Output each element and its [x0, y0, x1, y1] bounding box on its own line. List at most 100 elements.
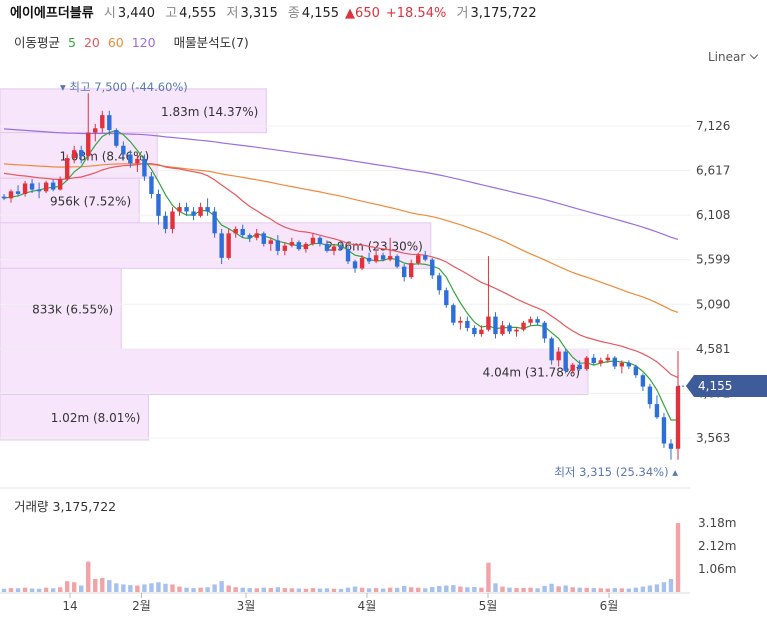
close-label: 종	[287, 6, 300, 21]
candle-body	[401, 266, 407, 278]
volume-bar	[514, 588, 519, 592]
volume-bar	[156, 582, 161, 592]
candle-body	[619, 362, 625, 367]
volume-bar	[626, 588, 632, 592]
candle-body	[36, 189, 42, 192]
candle-body	[289, 242, 295, 246]
x-tick-label: 14	[62, 599, 77, 613]
ma20-label[interactable]: 20	[83, 35, 100, 50]
volume-panel-label: 거래량	[14, 499, 49, 514]
volume-bar	[556, 586, 561, 592]
candle-body	[626, 362, 632, 367]
volume-bar	[310, 588, 316, 592]
volume-bar	[401, 585, 407, 592]
volume-bar	[121, 584, 126, 592]
candle-body	[430, 259, 435, 276]
volume-bar	[163, 583, 168, 592]
volume-bar	[296, 588, 302, 592]
ma120-label[interactable]: 120	[131, 35, 156, 50]
candle-body	[198, 207, 203, 216]
candle-body	[472, 327, 477, 335]
candle-body	[640, 375, 646, 387]
candle-body	[479, 329, 484, 335]
ma60-line	[3, 163, 679, 313]
candle-body	[50, 182, 56, 190]
volume-bar	[577, 587, 582, 592]
high-label: 고	[165, 6, 178, 21]
candle-body	[8, 191, 14, 199]
profile-label: 1.83m (14.37%)	[161, 105, 258, 119]
candle-body	[556, 351, 561, 361]
candle-body	[29, 183, 35, 190]
volume-bar	[128, 585, 133, 592]
profile-bar	[0, 88, 267, 134]
candle-body	[493, 316, 498, 335]
volume-bar	[254, 588, 259, 592]
volume-bar	[205, 587, 210, 592]
ma60-label[interactable]: 60	[107, 35, 124, 50]
y-tick-label: 5,599	[696, 253, 730, 267]
grid	[0, 125, 690, 439]
volume-bar	[22, 587, 28, 592]
volume-profile-label[interactable]: 매물분석도(7)	[173, 35, 249, 50]
candle-body	[486, 316, 491, 330]
candle-body	[345, 249, 351, 262]
volume-bar	[64, 581, 70, 592]
candle-body	[654, 404, 660, 418]
volume-bar	[57, 587, 63, 592]
profile-bar	[0, 348, 589, 395]
volume-bar	[93, 578, 98, 592]
price-header: 에이에프더블류 시 3,440 고 4,555 저 3,315 종 4,155 ▲650 +…	[10, 2, 543, 21]
candle-body	[163, 215, 168, 229]
volume-bar	[233, 587, 238, 592]
candle-body	[22, 183, 28, 194]
volume-bar	[43, 587, 49, 592]
candle-body	[549, 338, 554, 361]
volume-tick-label: 3.18m	[698, 516, 736, 530]
volume-bar	[647, 585, 653, 592]
volume-bar	[675, 523, 681, 592]
candle-body	[72, 150, 77, 159]
change-percent: +18.54%	[385, 6, 447, 21]
x-tick-label: 3월	[237, 599, 256, 613]
candle-body	[247, 235, 252, 238]
candle-body	[107, 115, 112, 131]
candle-body	[226, 233, 231, 258]
ma5-label[interactable]: 5	[68, 35, 76, 50]
candle-body	[170, 211, 175, 229]
volume-bar	[198, 587, 203, 592]
candle-body	[366, 257, 372, 262]
candle-body	[661, 417, 667, 444]
candle-body	[633, 366, 639, 376]
candle-body	[338, 246, 344, 250]
candle-body	[605, 357, 610, 361]
current-price-tag: 4,155	[686, 375, 767, 397]
volume-bar	[8, 588, 14, 592]
candle-body	[423, 255, 428, 260]
candle-body	[114, 130, 119, 146]
profile-label: 1.02m (8.01%)	[51, 411, 141, 425]
volume-bar	[619, 588, 625, 592]
volume-bar	[437, 585, 442, 592]
axes: 7,1266,6176,1085,5995,0904,5814,0723,563…	[0, 119, 736, 613]
volume-bar	[535, 588, 540, 592]
scale-dropdown[interactable]: Linear	[708, 50, 759, 64]
volume-panel-value: 3,175,722	[52, 499, 117, 514]
candle-body	[465, 320, 470, 328]
volume-bar	[612, 588, 618, 592]
volume-bar	[282, 588, 288, 592]
volume-bar	[100, 577, 105, 592]
min-annotation: 최저 3,315 (25.34%) ▴	[554, 465, 678, 479]
volume-bar	[380, 588, 386, 592]
volume-value: 3,175,722	[470, 6, 537, 21]
volume-bar	[472, 587, 477, 592]
candle-body	[282, 245, 288, 251]
volume-bar	[633, 587, 639, 592]
moving-average-legend[interactable]: 이동평균 5 20 60 120 매물분석도(7)	[14, 32, 253, 51]
y-tick-label: 3,563	[696, 431, 730, 445]
scale-label: Linear	[708, 50, 746, 64]
volume-bar	[212, 584, 217, 592]
candle-body	[584, 357, 589, 370]
candle-body	[64, 158, 70, 180]
